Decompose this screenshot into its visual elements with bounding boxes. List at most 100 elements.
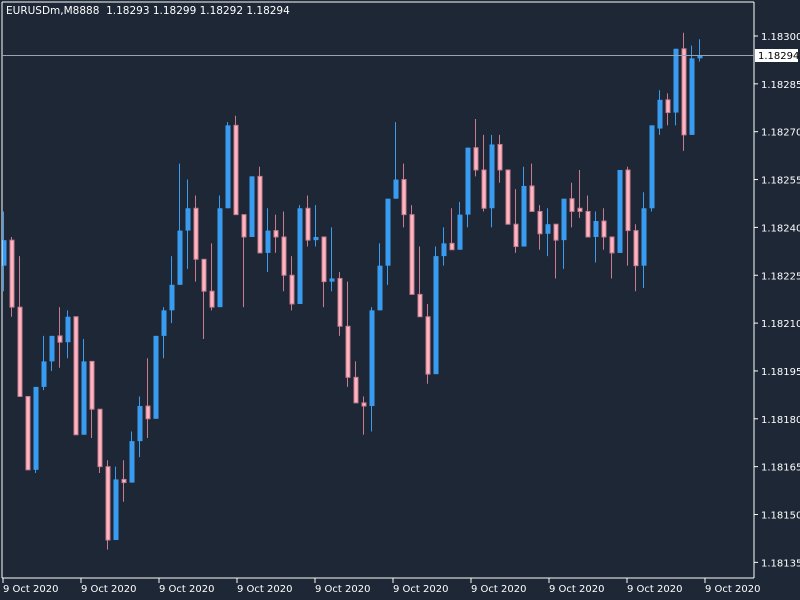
- candle: [665, 93, 671, 126]
- candle: [593, 211, 599, 263]
- x-tick-label: 9 Oct 2020: [159, 584, 214, 595]
- candle: [401, 163, 407, 228]
- candle-body-bull: [329, 278, 335, 282]
- candle: [409, 205, 415, 295]
- candle-body-bear: [337, 277, 343, 327]
- y-tick-label: 1.18135: [761, 558, 800, 569]
- candle-body-bear: [409, 214, 415, 295]
- y-tick-label: 1.18195: [761, 367, 800, 378]
- candle-body-bull: [657, 99, 663, 129]
- candle: [161, 307, 167, 359]
- candle-body-bull: [1, 240, 7, 266]
- candle-body-bear: [73, 316, 79, 436]
- candle: [529, 163, 535, 212]
- candle-body-bear: [513, 223, 519, 248]
- candle-body-bull: [545, 224, 551, 234]
- candle-body-bull: [297, 208, 303, 304]
- candle-body-bear: [273, 230, 279, 238]
- x-tick-label: 9 Oct 2020: [315, 584, 370, 595]
- candle: [49, 335, 55, 371]
- candle-body-bear: [569, 198, 575, 212]
- candle-body-bull: [593, 221, 599, 237]
- candle: [241, 214, 247, 308]
- y-tick-label: 1.18210: [761, 319, 800, 330]
- candle-body-bear: [497, 143, 503, 171]
- candle-body-bear: [289, 274, 295, 305]
- candle-body-bear: [585, 210, 591, 238]
- candle: [537, 205, 543, 250]
- candle: [225, 122, 231, 209]
- candle: [233, 115, 239, 216]
- candle-body-bear: [361, 402, 367, 407]
- candle-body-bear: [233, 124, 239, 216]
- candle-body-bear: [241, 214, 247, 238]
- y-tick-label: 1.18255: [761, 176, 800, 187]
- candle-body-bull: [561, 198, 567, 241]
- candle: [473, 118, 479, 177]
- candle-body-bull: [153, 335, 159, 419]
- candle-body-bull: [249, 176, 255, 237]
- x-tick-label: 9 Oct 2020: [471, 584, 526, 595]
- candle: [329, 227, 335, 292]
- candle-body-bear: [681, 48, 687, 136]
- y-tick-label: 1.18225: [761, 271, 800, 282]
- candle: [297, 205, 303, 304]
- candle-body-bull: [169, 284, 175, 311]
- candle-body-bull: [33, 386, 39, 470]
- candle: [345, 281, 351, 387]
- candle: [489, 134, 495, 228]
- x-tick-label: 9 Oct 2020: [3, 584, 58, 595]
- candle: [73, 316, 79, 436]
- candle-body-bear: [577, 207, 583, 212]
- candle: [337, 272, 343, 336]
- candle-body-bear: [425, 316, 431, 375]
- candle: [169, 256, 175, 324]
- candle-body-bear: [529, 185, 535, 212]
- candle-body-bull: [433, 256, 439, 375]
- candle-body-bull: [377, 265, 383, 311]
- candle-body-bear: [193, 207, 199, 260]
- candle: [33, 386, 39, 474]
- candle-body-bull: [465, 147, 471, 215]
- current-price-label: 1.18294: [758, 51, 799, 62]
- current-price-line: 1.18294: [2, 49, 799, 62]
- candle: [617, 169, 623, 253]
- candle: [561, 198, 567, 269]
- candle-body-bull: [313, 236, 319, 241]
- candle: [65, 310, 71, 359]
- candle-body-bull: [113, 479, 119, 541]
- y-tick-label: 1.18150: [761, 511, 800, 522]
- ohlc-readout: 1.18293 1.18299 1.18292 1.18294: [106, 5, 290, 17]
- y-tick-label: 1.18300: [761, 32, 800, 43]
- candle-body-bear: [57, 335, 63, 343]
- candle-body-bull: [617, 169, 623, 253]
- candle-body-bear: [665, 99, 671, 114]
- candle: [633, 224, 639, 292]
- candle: [25, 395, 31, 471]
- candle-body-bull: [489, 144, 495, 209]
- candle-body-bull: [161, 310, 167, 336]
- candle: [9, 236, 15, 317]
- candle-body-bear: [401, 179, 407, 216]
- symbol-label: EURUSDm,M8888: [6, 5, 100, 17]
- candle: [321, 236, 327, 308]
- x-tick-label: 9 Oct 2020: [705, 584, 760, 595]
- candle: [481, 134, 487, 212]
- chart-header: EURUSDm,M8888 1.18293 1.18299 1.18292 1.…: [6, 5, 290, 17]
- candle-body-bear: [145, 405, 151, 420]
- candle: [89, 360, 95, 438]
- candle-body-bull: [217, 208, 223, 308]
- candle: [625, 166, 631, 266]
- candle-body-bear: [609, 236, 615, 254]
- candle-body-bear: [25, 395, 31, 471]
- candle: [305, 195, 311, 247]
- x-tick-label: 9 Oct 2020: [81, 584, 136, 595]
- candle: [353, 361, 359, 404]
- candle: [193, 195, 199, 282]
- price-axis: 1.18300 1.18285 1.18270 1.18255 1.18240 1.182…: [754, 32, 800, 569]
- candle: [385, 198, 391, 285]
- candle: [657, 90, 663, 135]
- candle: [289, 256, 295, 311]
